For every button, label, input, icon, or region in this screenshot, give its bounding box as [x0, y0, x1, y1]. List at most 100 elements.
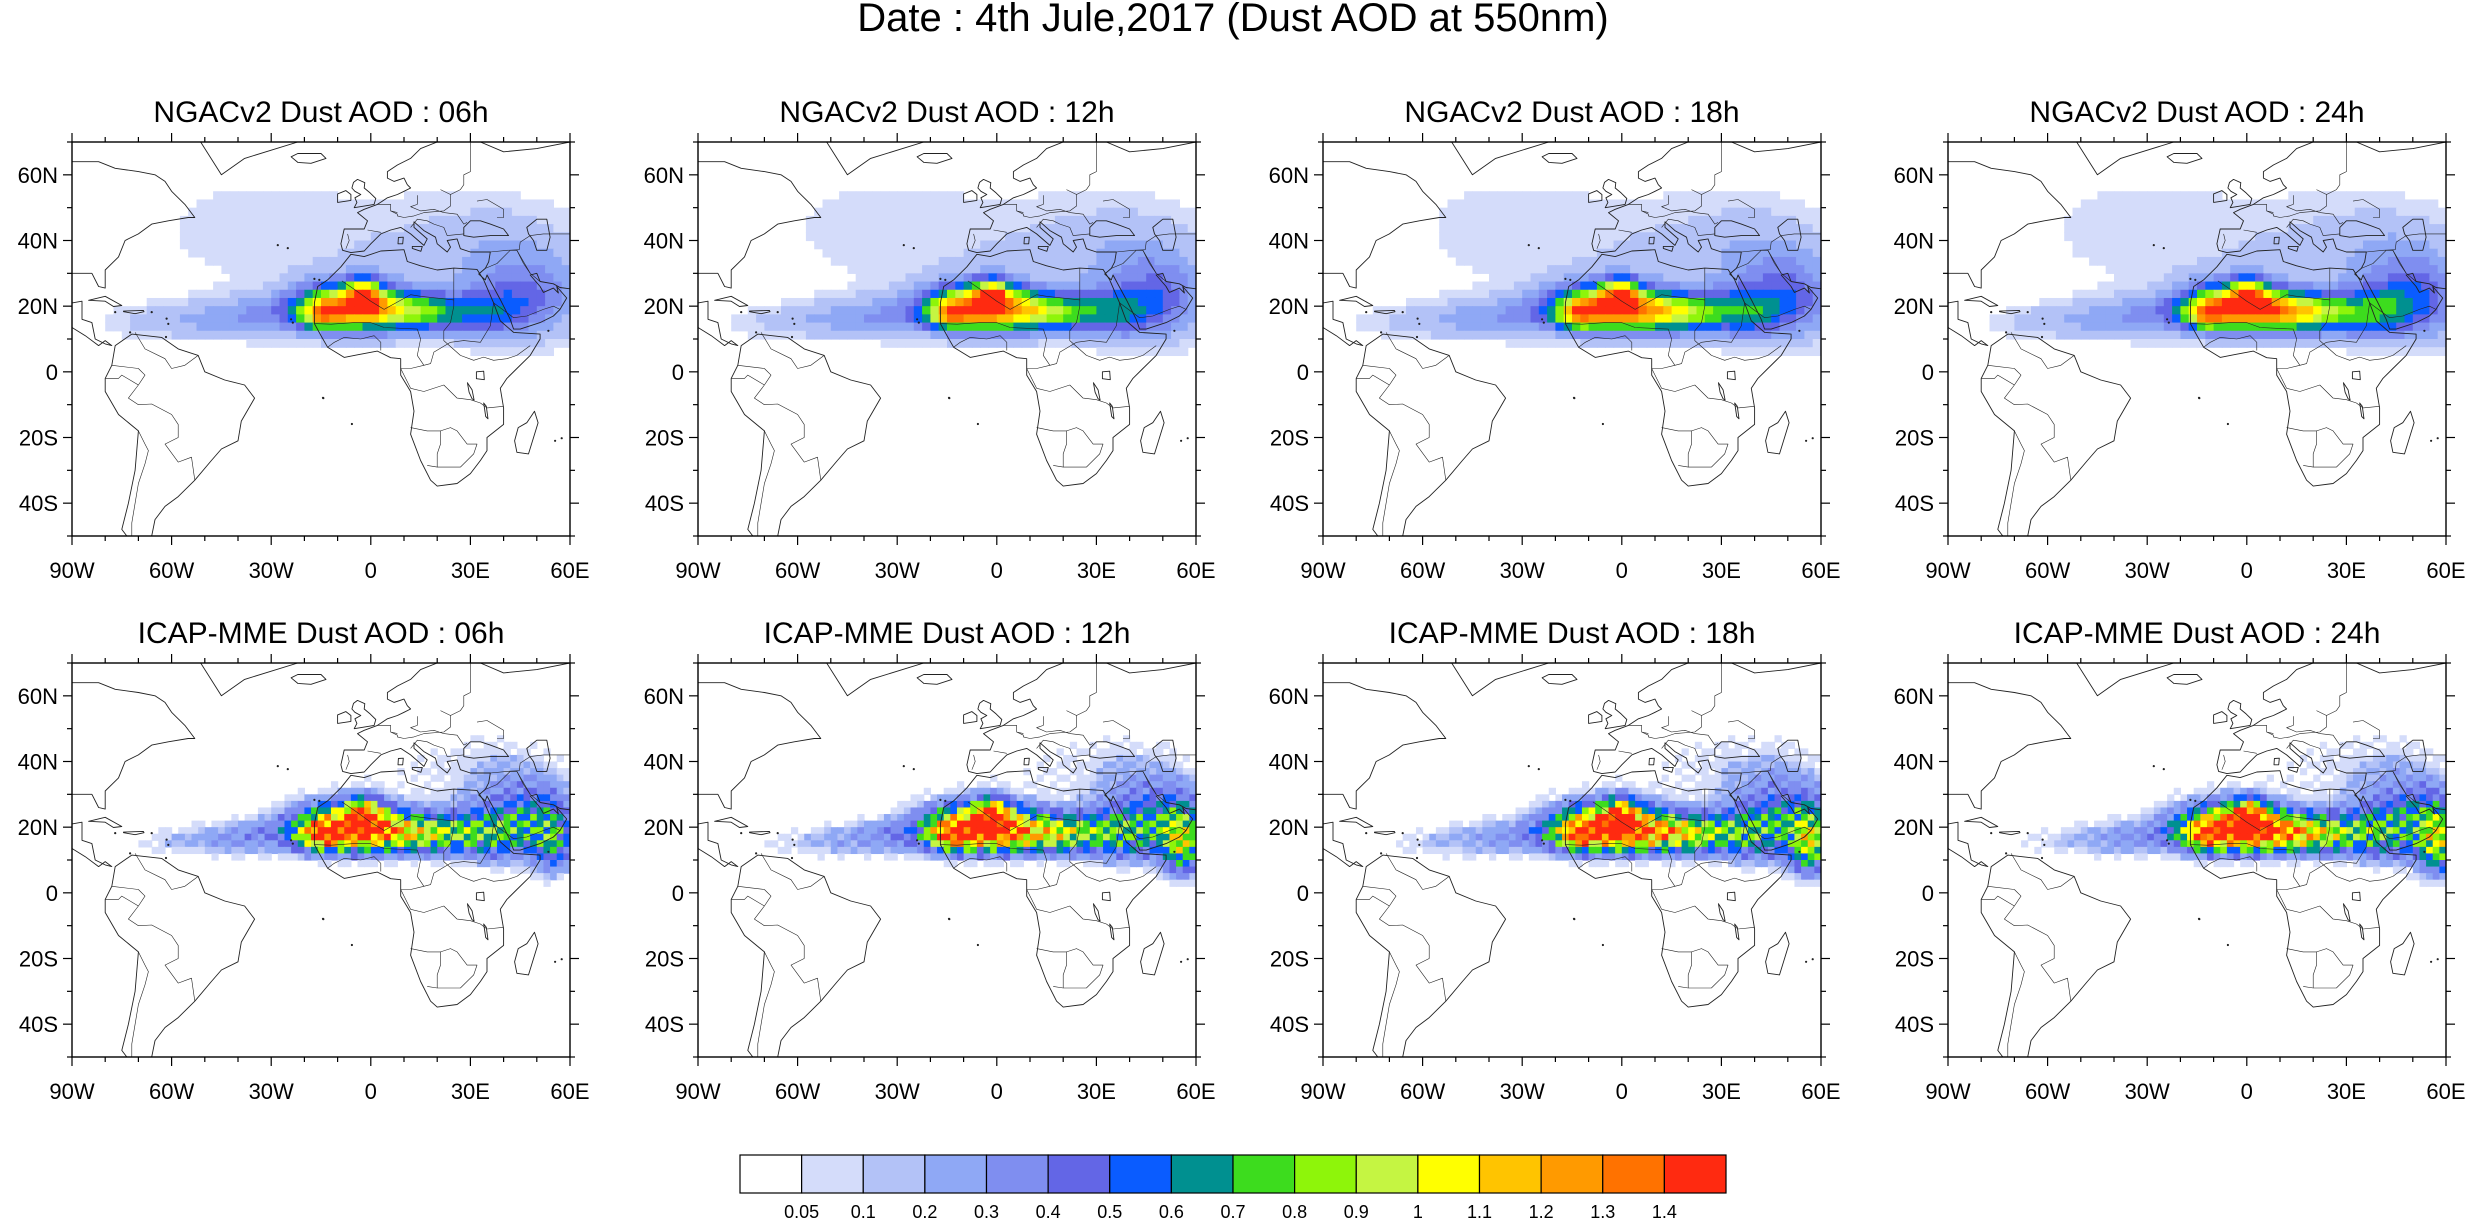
coastlines — [1948, 142, 2446, 536]
colorbar-label: 0.05 — [784, 1202, 819, 1221]
lat-tick-label: 40S — [19, 1012, 58, 1037]
lat-tick-label: 0 — [1297, 881, 1309, 906]
colorbar: 0.05 0.1 0.2 0.3 0.4 0.5 0.6 0.7 0.8 0.9 1 1.1 1.2 1.… — [739, 1154, 1727, 1221]
lon-tick-label: 60W — [2025, 558, 2070, 583]
panel-title: ICAP-MME Dust AOD : 24h — [2014, 617, 2381, 650]
lon-tick-label: 0 — [1616, 558, 1628, 583]
lat-tick-label: 20S — [19, 947, 58, 972]
colorbar-swatch — [1540, 1154, 1604, 1194]
lon-tick-label: 60E — [550, 1079, 589, 1104]
lat-tick-label: 60N — [1894, 684, 1934, 709]
lat-tick-label: 20S — [1895, 947, 1934, 972]
colorbar-label: 1.2 — [1529, 1202, 1554, 1221]
lon-tick-label: 30E — [1077, 558, 1116, 583]
lon-tick-label: 30W — [1500, 1079, 1545, 1104]
colorbar-swatch — [1294, 1154, 1357, 1194]
dust-aod-field — [698, 663, 1196, 1057]
panel-title: NGACv2 Dust AOD : 24h — [2029, 96, 2364, 129]
lat-tick-label: 60N — [1269, 163, 1309, 188]
lat-tick-label: 60N — [644, 163, 684, 188]
colorbar-label: 0.4 — [1036, 1202, 1061, 1221]
coastlines — [72, 663, 570, 1057]
panel-title: ICAP-MME Dust AOD : 12h — [764, 617, 1131, 650]
lat-tick-label: 40S — [645, 491, 684, 516]
colorbar-swatch — [1417, 1154, 1481, 1194]
lat-tick-label: 60N — [1894, 163, 1934, 188]
lat-tick-label: 40S — [1895, 491, 1934, 516]
lat-tick-label: 40S — [19, 491, 58, 516]
lon-tick-label: 60E — [550, 558, 589, 583]
lon-tick-label: 60E — [2426, 1079, 2465, 1104]
lon-tick-label: 30W — [249, 558, 294, 583]
colorbar-swatch — [801, 1154, 864, 1194]
coastlines — [1323, 663, 1821, 1057]
lon-tick-label: 60E — [2426, 558, 2465, 583]
lat-tick-label: 0 — [1922, 881, 1934, 906]
dust-aod-field — [1948, 663, 2446, 1057]
lat-tick-label: 40S — [645, 1012, 684, 1037]
map-panel: NGACv2 Dust AOD : 12h 90W 60W 30W 0 30E 60E 60N… — [644, 96, 1216, 583]
lat-tick-label: 20S — [1270, 947, 1309, 972]
lon-tick-label: 90W — [49, 558, 94, 583]
lat-tick-label: 0 — [672, 881, 684, 906]
colorbar-swatch — [924, 1154, 988, 1194]
coastlines — [72, 142, 570, 536]
lat-tick-label: 40N — [1269, 750, 1309, 775]
lat-tick-label: 20N — [644, 294, 684, 319]
lat-tick-label: 20N — [1269, 294, 1309, 319]
lon-tick-label: 30W — [2125, 558, 2170, 583]
colorbar-swatch — [985, 1154, 1049, 1194]
colorbar-label: 0.8 — [1282, 1202, 1307, 1221]
lat-tick-label: 20S — [1895, 426, 1934, 451]
lat-tick-label: 0 — [1922, 360, 1934, 385]
lat-tick-label: 40N — [1269, 229, 1309, 254]
lat-tick-label: 40S — [1270, 491, 1309, 516]
lon-tick-label: 60E — [1801, 558, 1840, 583]
colorbar-label: 1.1 — [1467, 1202, 1492, 1221]
colorbar-label: 0.2 — [912, 1202, 937, 1221]
lat-tick-label: 60N — [18, 684, 58, 709]
colorbar-label: 1.3 — [1590, 1202, 1615, 1221]
lat-tick-label: 20N — [18, 294, 58, 319]
coastlines — [1948, 663, 2446, 1057]
map-panel: ICAP-MME Dust AOD : 06h 90W 60W 30W 0 30E 60E 6… — [18, 617, 590, 1104]
lat-tick-label: 40N — [644, 229, 684, 254]
lat-tick-label: 40N — [644, 750, 684, 775]
lon-tick-label: 60E — [1176, 1079, 1215, 1104]
lon-tick-label: 60W — [1400, 558, 1445, 583]
lon-tick-label: 60W — [1400, 1079, 1445, 1104]
panel-title: NGACv2 Dust AOD : 06h — [153, 96, 488, 129]
panel-title: NGACv2 Dust AOD : 12h — [779, 96, 1114, 129]
dust-aod-field — [72, 663, 570, 1057]
colorbar-swatch — [1170, 1154, 1234, 1194]
lat-tick-label: 0 — [46, 881, 58, 906]
lon-tick-label: 30E — [1077, 1079, 1116, 1104]
lon-tick-label: 30W — [875, 1079, 920, 1104]
lon-tick-label: 90W — [1925, 1079, 1970, 1104]
lat-tick-label: 0 — [672, 360, 684, 385]
colorbar-swatch — [1602, 1154, 1665, 1194]
lon-tick-label: 0 — [991, 558, 1003, 583]
lon-tick-label: 0 — [2241, 558, 2253, 583]
lon-tick-label: 0 — [1616, 1079, 1628, 1104]
panel-title: NGACv2 Dust AOD : 18h — [1404, 96, 1739, 129]
lon-tick-label: 60W — [149, 558, 194, 583]
lon-tick-label: 90W — [675, 558, 720, 583]
dust-aod-field — [698, 142, 1196, 536]
map-panel: NGACv2 Dust AOD : 24h 90W 60W 30W 0 30E 60E 60N… — [1894, 96, 2466, 583]
lon-tick-label: 60W — [149, 1079, 194, 1104]
colorbar-label: 1.4 — [1652, 1202, 1677, 1221]
lon-tick-label: 30W — [249, 1079, 294, 1104]
lat-tick-label: 20N — [1269, 815, 1309, 840]
lon-tick-label: 30W — [2125, 1079, 2170, 1104]
lon-tick-label: 30E — [2327, 558, 2366, 583]
colorbar-label: 0.3 — [974, 1202, 999, 1221]
colorbar-label: 0.7 — [1220, 1202, 1245, 1221]
lon-tick-label: 0 — [2241, 1079, 2253, 1104]
lon-tick-label: 90W — [1300, 558, 1345, 583]
lat-tick-label: 40S — [1895, 1012, 1934, 1037]
map-panel: ICAP-MME Dust AOD : 18h 90W 60W 30W 0 30E 60E 6… — [1269, 617, 1841, 1104]
lon-tick-label: 90W — [1300, 1079, 1345, 1104]
lon-tick-label: 60W — [775, 1079, 820, 1104]
lon-tick-label: 60W — [2025, 1079, 2070, 1104]
